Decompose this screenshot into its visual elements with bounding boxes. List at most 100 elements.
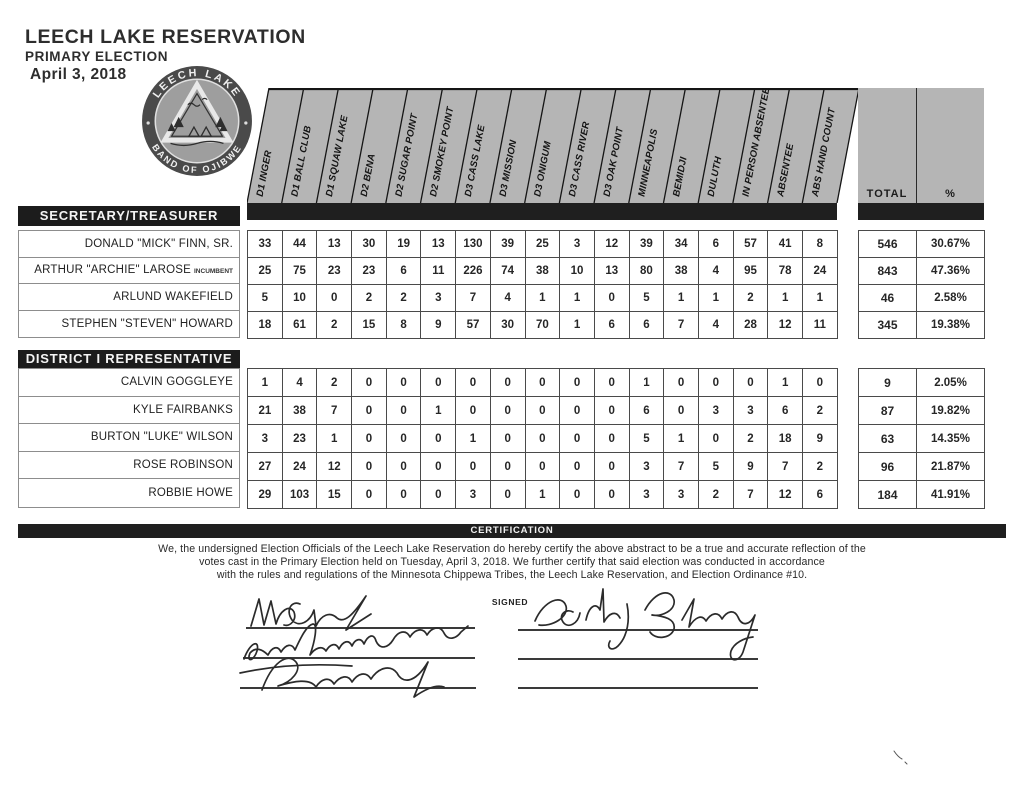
vote-cell: 0 — [594, 369, 630, 397]
vote-cell: 39 — [629, 231, 665, 258]
candidate-name-row: STEPHEN "STEVEN" HOWARD — [19, 311, 239, 338]
vote-cell: 12 — [317, 453, 353, 481]
vote-cell: 12 — [594, 231, 630, 258]
vote-cell: 24 — [803, 258, 838, 285]
vote-cell: 226 — [456, 258, 491, 285]
vote-cell: 6 — [698, 231, 734, 258]
vote-cell: 0 — [352, 397, 387, 425]
vote-cell: 10 — [560, 258, 595, 285]
candidate-name: STEPHEN "STEVEN" HOWARD — [61, 317, 233, 330]
vote-cell: 0 — [560, 425, 595, 453]
signature-line-left-1 — [246, 627, 475, 629]
percent-cell: 2.05% — [917, 369, 985, 397]
vote-cell: 18 — [248, 312, 283, 339]
vote-cell: 23 — [282, 425, 318, 453]
vote-cell: 0 — [490, 397, 526, 425]
vote-cell: 0 — [803, 369, 838, 397]
vote-cell: 70 — [525, 312, 561, 339]
vote-cell: 3 — [421, 285, 457, 312]
signature-line-right-1 — [518, 629, 758, 631]
vote-cell: 6 — [629, 397, 665, 425]
vote-cell: 29 — [248, 481, 283, 509]
candidate-name-row: ROBBIE HOWE — [19, 479, 239, 507]
vote-cell: 13 — [421, 231, 457, 258]
vote-cell: 9 — [421, 312, 457, 339]
vote-cell: 7 — [664, 312, 699, 339]
vote-cell: 0 — [560, 481, 595, 509]
total-cell: 9 — [859, 369, 917, 397]
vote-cell: 2 — [352, 285, 387, 312]
vote-cell: 2 — [733, 425, 769, 453]
vote-cell: 0 — [352, 369, 387, 397]
vote-grid-1: 33 44 13 30 19 13 130 39 25 3 12 39 34 6 57 41 8 25 75 23 23… — [247, 230, 838, 339]
vote-cell: 10 — [282, 285, 318, 312]
vote-cell: 4 — [490, 285, 526, 312]
vote-cell: 34 — [664, 231, 699, 258]
vote-cell: 6 — [803, 481, 838, 509]
vote-cell: 2 — [317, 312, 353, 339]
vote-cell: 0 — [386, 481, 422, 509]
signature-line-left-3 — [240, 687, 476, 689]
candidate-name-row: DONALD "MICK" FINN, SR. — [19, 231, 239, 258]
candidate-name-row: ARTHUR "ARCHIE" LAROSE INCUMBENT — [19, 258, 239, 284]
vote-cell: 30 — [490, 312, 526, 339]
vote-cell: 6 — [768, 397, 803, 425]
vote-cell: 0 — [698, 425, 734, 453]
vote-cell: 41 — [768, 231, 803, 258]
vote-cell: 15 — [317, 481, 353, 509]
vote-cell: 0 — [525, 453, 561, 481]
certification-text-line-1: We, the undersigned Election Officials o… — [158, 543, 866, 555]
vote-cell: 30 — [352, 231, 387, 258]
candidate-name-row: KYLE FAIRBANKS — [19, 397, 239, 425]
vote-cell: 39 — [490, 231, 526, 258]
vote-cell: 5 — [248, 285, 283, 312]
vote-cell: 80 — [629, 258, 665, 285]
election-date: April 3, 2018 — [30, 66, 127, 83]
total-header-bar — [858, 203, 984, 220]
vote-cell: 1 — [629, 369, 665, 397]
candidate-name-row: BURTON "LUKE" WILSON — [19, 424, 239, 452]
vote-cell: 11 — [803, 312, 838, 339]
vote-cell: 11 — [421, 258, 457, 285]
total-cell: 546 — [859, 231, 917, 258]
vote-cell: 7 — [768, 453, 803, 481]
signed-label: SIGNED — [491, 597, 529, 607]
vote-cell: 7 — [733, 481, 769, 509]
vote-cell: 0 — [386, 369, 422, 397]
vote-cell: 1 — [560, 285, 595, 312]
vote-cell: 1 — [768, 285, 803, 312]
vote-cell: 21 — [248, 397, 283, 425]
vote-cell: 0 — [456, 453, 491, 481]
vote-cell: 0 — [664, 397, 699, 425]
vote-cell: 24 — [282, 453, 318, 481]
vote-cell: 0 — [352, 453, 387, 481]
vote-cell: 1 — [768, 369, 803, 397]
vote-cell: 13 — [594, 258, 630, 285]
percent-cell: 14.35% — [917, 425, 985, 453]
vote-cell: 0 — [421, 425, 457, 453]
vote-cell: 7 — [317, 397, 353, 425]
page-subtitle: PRIMARY ELECTION — [25, 49, 169, 64]
vote-grid-2: 1 4 2 0 0 0 0 0 0 0 0 1 0 0 0 1 0 21 38 7 0 0 1 0 0 0 0 0 6 0 3 3 6 2 3 23 1… — [247, 368, 838, 509]
candidate-name-row: ARLUND WAKEFIELD — [19, 284, 239, 311]
total-cell: 96 — [859, 453, 917, 481]
vote-cell: 3 — [698, 397, 734, 425]
vote-cell: 0 — [560, 397, 595, 425]
vote-cell: 1 — [698, 285, 734, 312]
vote-cell: 7 — [664, 453, 699, 481]
percent-cell: 19.38% — [917, 312, 985, 339]
signature-official-3 — [239, 657, 445, 698]
vote-cell: 28 — [733, 312, 769, 339]
vote-cell: 2 — [698, 481, 734, 509]
total-cell: 87 — [859, 397, 917, 425]
vote-cell: 0 — [456, 369, 491, 397]
vote-cell: 25 — [248, 258, 283, 285]
vote-cell: 6 — [386, 258, 422, 285]
vote-cell: 103 — [282, 481, 318, 509]
vote-cell: 2 — [803, 453, 838, 481]
vote-cell: 0 — [317, 285, 353, 312]
candidate-name-row: ROSE ROBINSON — [19, 452, 239, 480]
candidate-name: ROSE ROBINSON — [133, 459, 233, 472]
vote-cell: 9 — [803, 425, 838, 453]
vote-cell: 1 — [317, 425, 353, 453]
